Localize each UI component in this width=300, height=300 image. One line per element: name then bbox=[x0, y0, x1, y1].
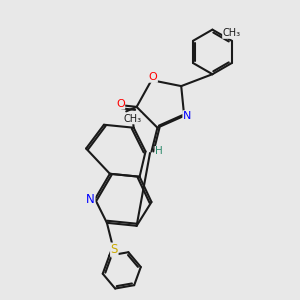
Text: S: S bbox=[111, 243, 118, 256]
Text: H: H bbox=[155, 146, 163, 157]
Text: O: O bbox=[148, 72, 157, 82]
Text: O: O bbox=[116, 99, 125, 109]
Text: CH₃: CH₃ bbox=[223, 28, 241, 38]
Text: N: N bbox=[183, 111, 191, 121]
Text: CH₃: CH₃ bbox=[123, 114, 141, 124]
Text: N: N bbox=[86, 193, 95, 206]
